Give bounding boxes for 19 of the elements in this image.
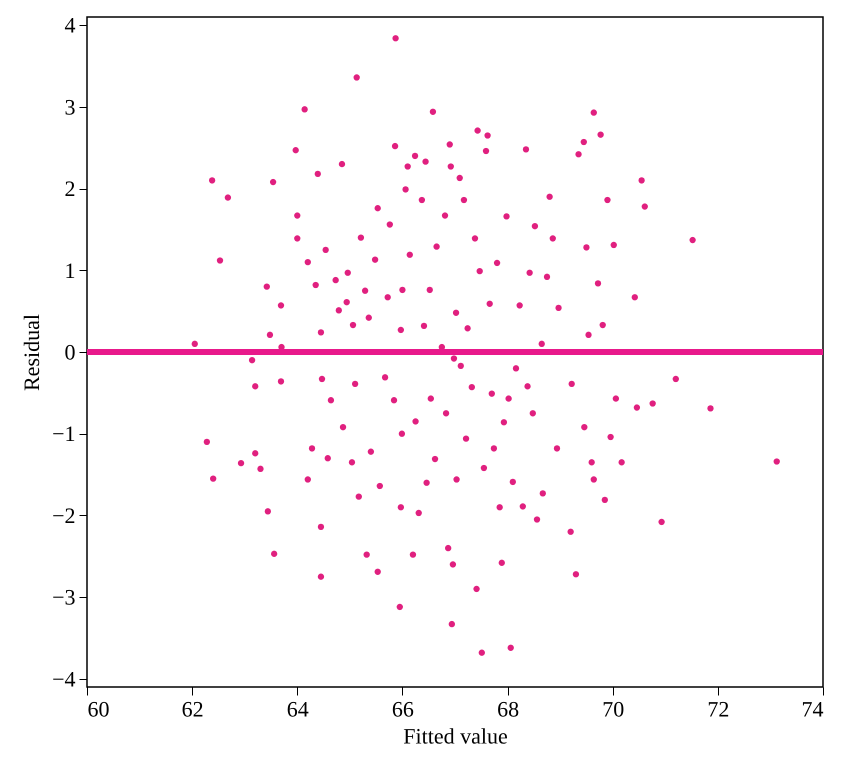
x-tick-label: 64 <box>286 696 309 722</box>
y-tick-label: −4 <box>52 666 76 692</box>
x-tick-label: 70 <box>602 696 624 722</box>
y-tick-label: −2 <box>52 502 76 528</box>
y-tick-label: 0 <box>64 340 76 364</box>
x-tick-label: 60 <box>88 696 110 722</box>
x-tick-label: 62 <box>182 696 204 722</box>
y-tick-label: 3 <box>64 94 76 120</box>
y-tick-label: −1 <box>52 421 76 446</box>
x-tick-label: 66 <box>392 696 414 722</box>
x-tick-label: 68 <box>497 696 520 722</box>
y-tick-label: −3 <box>52 584 76 610</box>
y-axis-title: Residual <box>19 314 44 391</box>
x-tick-label: 72 <box>707 696 730 722</box>
y-tick-label: 2 <box>64 176 76 202</box>
y-tick-label: 4 <box>64 12 76 38</box>
y-tick-label: 1 <box>64 258 76 283</box>
x-axis-title: Fitted value <box>403 724 508 748</box>
x-tick-label: 74 <box>802 696 824 722</box>
